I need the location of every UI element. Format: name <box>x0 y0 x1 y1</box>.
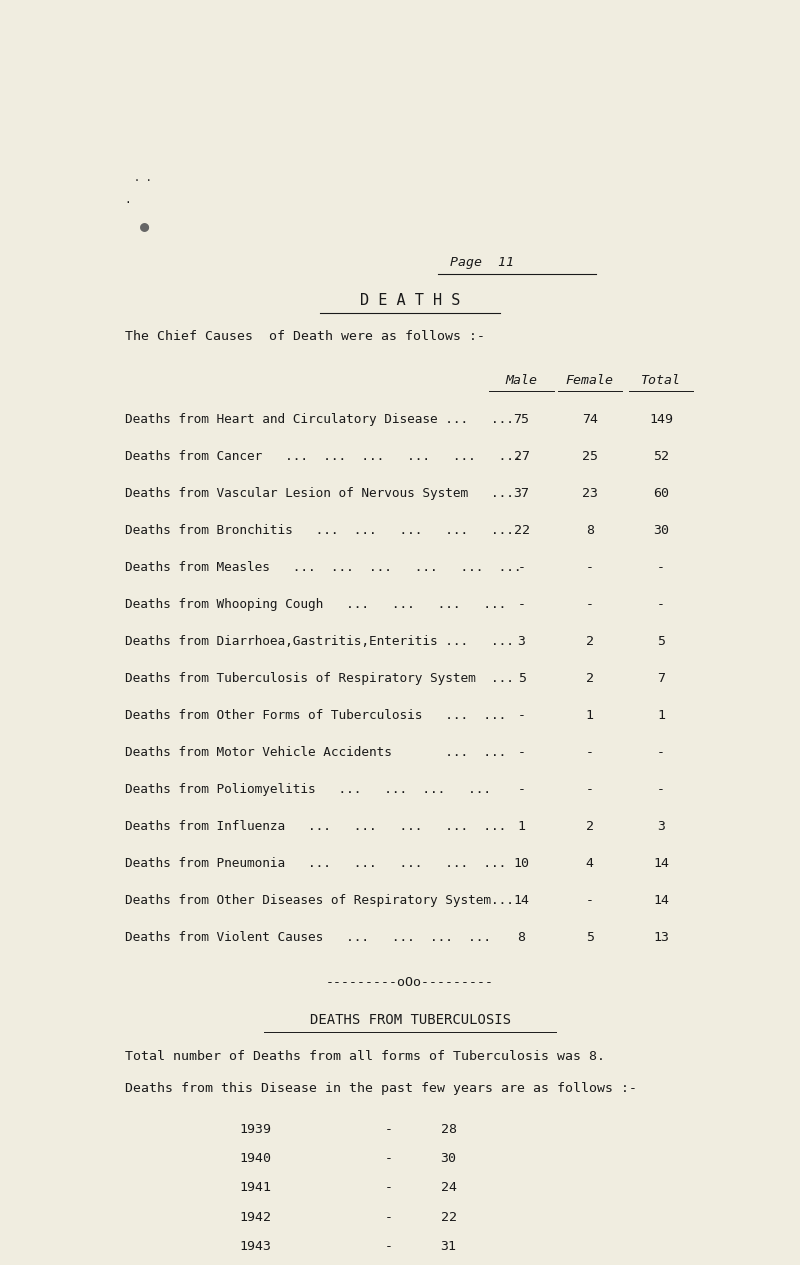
Text: -: - <box>586 894 594 907</box>
Text: · ·: · · <box>134 176 152 186</box>
Text: 3: 3 <box>657 820 665 832</box>
Text: Total number of Deaths from all forms of Tuberculosis was 8.: Total number of Deaths from all forms of… <box>125 1050 605 1063</box>
Text: 2: 2 <box>586 820 594 832</box>
Text: Deaths from Poliomyelitis   ...   ...  ...   ...: Deaths from Poliomyelitis ... ... ... ..… <box>125 783 491 796</box>
Text: -: - <box>518 783 526 796</box>
Text: -: - <box>518 708 526 722</box>
Text: 23: 23 <box>582 487 598 500</box>
Text: -: - <box>384 1211 392 1223</box>
Text: Deaths from Diarrhoea,Gastritis,Enteritis ...   ...: Deaths from Diarrhoea,Gastritis,Enteriti… <box>125 635 514 648</box>
Text: 28: 28 <box>441 1123 457 1136</box>
Text: 5: 5 <box>586 931 594 944</box>
Text: Deaths from Influenza   ...   ...   ...   ...  ...: Deaths from Influenza ... ... ... ... ..… <box>125 820 506 832</box>
Text: -: - <box>657 598 665 611</box>
Text: 1: 1 <box>518 820 526 832</box>
Text: 149: 149 <box>649 412 673 426</box>
Text: Female: Female <box>566 374 614 387</box>
Text: 8: 8 <box>518 931 526 944</box>
Text: 52: 52 <box>653 450 669 463</box>
Text: Deaths from Tuberculosis of Respiratory System  ...: Deaths from Tuberculosis of Respiratory … <box>125 672 514 684</box>
Text: 4: 4 <box>586 856 594 870</box>
Text: 13: 13 <box>653 931 669 944</box>
Text: Deaths from Cancer   ...  ...  ...   ...   ...   ...: Deaths from Cancer ... ... ... ... ... .… <box>125 450 522 463</box>
Text: 30: 30 <box>441 1152 457 1165</box>
Text: -: - <box>586 598 594 611</box>
Text: Deaths from Vascular Lesion of Nervous System   ...: Deaths from Vascular Lesion of Nervous S… <box>125 487 514 500</box>
Text: Page  11: Page 11 <box>450 256 514 269</box>
Text: -: - <box>518 746 526 759</box>
Text: 37: 37 <box>514 487 530 500</box>
Text: D E A T H S: D E A T H S <box>360 293 460 309</box>
Text: Deaths from Other Diseases of Respiratory System...: Deaths from Other Diseases of Respirator… <box>125 894 514 907</box>
Text: 74: 74 <box>582 412 598 426</box>
Text: Deaths from Pneumonia   ...   ...   ...   ...  ...: Deaths from Pneumonia ... ... ... ... ..… <box>125 856 506 870</box>
Text: -: - <box>586 560 594 574</box>
Text: Deaths from Measles   ...  ...  ...   ...   ...  ...: Deaths from Measles ... ... ... ... ... … <box>125 560 522 574</box>
Text: 3: 3 <box>518 635 526 648</box>
Text: DEATHS FROM TUBERCULOSIS: DEATHS FROM TUBERCULOSIS <box>310 1013 510 1027</box>
Text: -: - <box>586 746 594 759</box>
Text: 22: 22 <box>441 1211 457 1223</box>
Text: 31: 31 <box>441 1240 457 1252</box>
Text: -: - <box>384 1123 392 1136</box>
Text: Total: Total <box>641 374 681 387</box>
Text: Deaths from Other Forms of Tuberculosis   ...  ...: Deaths from Other Forms of Tuberculosis … <box>125 708 506 722</box>
Text: Deaths from Motor Vehicle Accidents       ...  ...: Deaths from Motor Vehicle Accidents ... … <box>125 746 506 759</box>
Text: -: - <box>657 783 665 796</box>
Text: 1940: 1940 <box>239 1152 271 1165</box>
Text: Deaths from this Disease in the past few years are as follows :-: Deaths from this Disease in the past few… <box>125 1082 637 1095</box>
Text: ·: · <box>125 197 131 207</box>
Text: 25: 25 <box>582 450 598 463</box>
Text: 1: 1 <box>657 708 665 722</box>
Text: -: - <box>384 1240 392 1252</box>
Text: 14: 14 <box>514 894 530 907</box>
Text: 10: 10 <box>514 856 530 870</box>
Text: 60: 60 <box>653 487 669 500</box>
Text: 1941: 1941 <box>239 1182 271 1194</box>
Text: -: - <box>384 1152 392 1165</box>
Text: The Chief Causes  of Death were as follows :-: The Chief Causes of Death were as follow… <box>125 330 485 343</box>
Text: 14: 14 <box>653 894 669 907</box>
Text: Deaths from Violent Causes   ...   ...  ...  ...: Deaths from Violent Causes ... ... ... .… <box>125 931 491 944</box>
Text: Deaths from Bronchitis   ...  ...   ...   ...   ...: Deaths from Bronchitis ... ... ... ... .… <box>125 524 514 536</box>
Text: -: - <box>586 783 594 796</box>
Text: 1943: 1943 <box>239 1240 271 1252</box>
Text: 30: 30 <box>653 524 669 536</box>
Text: 1942: 1942 <box>239 1211 271 1223</box>
Text: 5: 5 <box>657 635 665 648</box>
Text: -: - <box>518 598 526 611</box>
Text: 2: 2 <box>586 672 594 684</box>
Text: -: - <box>657 746 665 759</box>
Text: 2: 2 <box>586 635 594 648</box>
Text: 5: 5 <box>518 672 526 684</box>
Text: Male: Male <box>506 374 538 387</box>
Text: ●: ● <box>140 219 150 234</box>
Text: 8: 8 <box>586 524 594 536</box>
Text: 22: 22 <box>514 524 530 536</box>
Text: 75: 75 <box>514 412 530 426</box>
Text: 14: 14 <box>653 856 669 870</box>
Text: 1: 1 <box>586 708 594 722</box>
Text: 1939: 1939 <box>239 1123 271 1136</box>
Text: -: - <box>384 1182 392 1194</box>
Text: 24: 24 <box>441 1182 457 1194</box>
Text: -: - <box>657 560 665 574</box>
Text: Deaths from Whooping Cough   ...   ...   ...   ...: Deaths from Whooping Cough ... ... ... .… <box>125 598 506 611</box>
Text: Deaths from Heart and Circulatory Disease ...   ...: Deaths from Heart and Circulatory Diseas… <box>125 412 514 426</box>
Text: -: - <box>518 560 526 574</box>
Text: 7: 7 <box>657 672 665 684</box>
Text: 27: 27 <box>514 450 530 463</box>
Text: ---------oOo---------: ---------oOo--------- <box>326 975 494 989</box>
